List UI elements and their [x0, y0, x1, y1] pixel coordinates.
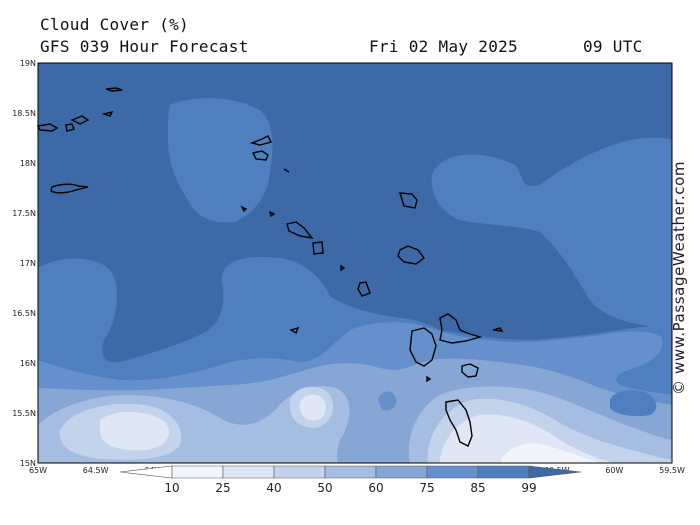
island-outline — [105, 87, 123, 92]
island-outline — [286, 221, 314, 239]
lat-label: 18N — [20, 159, 36, 168]
legend-level-label: 50 — [317, 481, 332, 495]
legend-swatch — [426, 465, 479, 479]
island-outline — [50, 183, 89, 194]
legend-level-label: 99 — [521, 481, 536, 495]
lat-label: 15N — [20, 459, 36, 468]
legend-swatch — [324, 465, 377, 479]
map-frame — [37, 62, 673, 464]
lat-label: 17.5N — [12, 209, 36, 218]
island-outline — [312, 241, 324, 255]
island-outline — [439, 313, 483, 344]
island-outline — [409, 327, 437, 367]
lat-label: 17N — [20, 259, 36, 268]
cloud-field — [38, 63, 672, 463]
lat-label: 16.5N — [12, 309, 36, 318]
island-outline — [283, 168, 290, 173]
legend-level-label: 60 — [368, 481, 383, 495]
legend-level-label: 85 — [470, 481, 485, 495]
island-outline — [70, 115, 90, 125]
map-title: Cloud Cover (%) — [40, 15, 189, 34]
legend-swatch — [222, 465, 275, 479]
cloud-area-85 — [431, 137, 672, 330]
island-outline — [65, 123, 75, 132]
legend-level-label: 75 — [419, 481, 434, 495]
lat-label: 15.5N — [12, 409, 36, 418]
lat-label: 18.5N — [12, 109, 36, 118]
island-outline — [357, 281, 371, 297]
island-outline — [36, 123, 59, 132]
lon-label: 64.5W — [83, 466, 109, 475]
legend-swatch — [171, 465, 224, 479]
cloud-area-85 — [168, 98, 273, 223]
island-outline — [289, 326, 300, 335]
island-outline — [101, 110, 114, 117]
legend-swatch — [477, 465, 530, 479]
cloud-area-25 — [100, 411, 169, 451]
cloud-area-85 — [610, 390, 657, 417]
island-outline — [340, 264, 346, 272]
lon-label: 59.5W — [659, 466, 685, 475]
color-legend: 10 25 40 50 60 75 85 99 — [119, 465, 582, 495]
legend-level-label: 25 — [215, 481, 230, 495]
legend-swatch — [273, 465, 326, 479]
island-outline — [249, 135, 273, 146]
cloud-area-10 — [500, 443, 600, 463]
island-outline — [426, 375, 432, 383]
forecast-time: 09 UTC — [583, 37, 643, 56]
legend-swatch — [528, 465, 582, 479]
legend-swatch — [375, 465, 428, 479]
coastlines — [36, 87, 504, 447]
island-outline — [397, 245, 425, 265]
island-outline — [399, 192, 418, 209]
legend-level-label: 40 — [266, 481, 281, 495]
forecast-date: Fri 02 May 2025 — [369, 37, 518, 56]
island-outline — [268, 210, 276, 218]
lat-label: 19N — [20, 59, 36, 68]
legend-level-label: 10 — [164, 481, 179, 495]
island-outline — [492, 327, 504, 332]
cloud-area-25 — [440, 414, 615, 463]
island-outline — [445, 399, 473, 447]
island-outline — [251, 150, 269, 161]
cloud-area-75 — [378, 391, 397, 411]
lon-label: 65W — [29, 466, 47, 475]
forecast-label: GFS 039 Hour Forecast — [40, 37, 249, 56]
lat-label: 16N — [20, 359, 36, 368]
lon-label: 60W — [605, 466, 623, 475]
island-outline — [240, 205, 248, 213]
latitude-labels: 19N 18.5N 18N 17.5N 17N 16.5N 16N 15.5N 15N — [12, 59, 36, 468]
cloud-area-25 — [299, 394, 326, 421]
island-outline — [461, 363, 479, 378]
